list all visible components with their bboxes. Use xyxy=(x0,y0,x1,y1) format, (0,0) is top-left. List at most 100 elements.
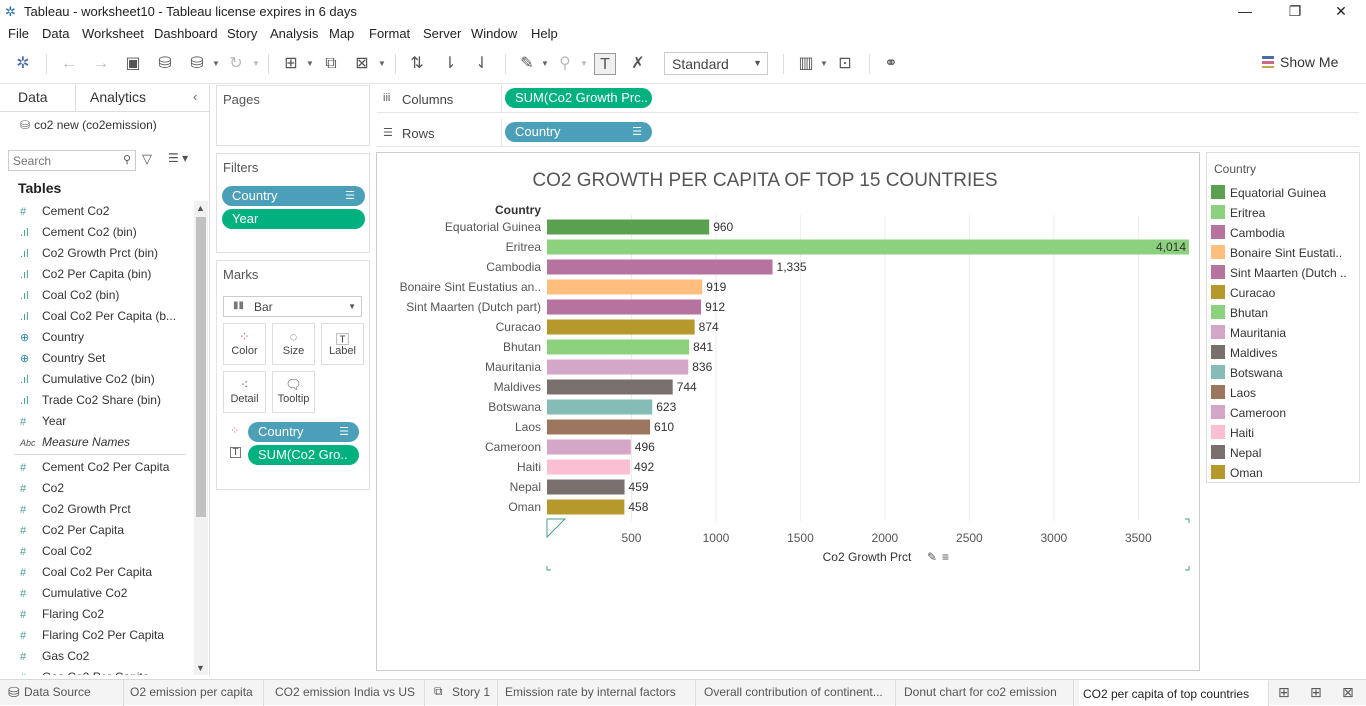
clear-sheet-icon[interactable]: ⊠ xyxy=(355,55,369,72)
legend-item[interactable]: Oman xyxy=(1211,465,1359,485)
marks-size-button[interactable]: ◌ Size xyxy=(272,323,315,365)
tab-sheet[interactable]: O2 emission per capita xyxy=(126,680,264,706)
marks-pill-sum-co2[interactable]: SUM(Co2 Gro.. xyxy=(248,445,359,465)
restore-icon[interactable]: ❐ xyxy=(1288,3,1302,19)
field-item[interactable]: # Co2 Growth Prct xyxy=(0,499,194,520)
bar[interactable] xyxy=(547,319,695,335)
field-item[interactable]: Abc Measure Names xyxy=(0,432,194,453)
collapse-pane-icon[interactable]: ‹ xyxy=(193,89,198,104)
menu-map[interactable]: Map xyxy=(329,26,355,41)
bar[interactable] xyxy=(547,459,631,475)
field-item[interactable]: .ıl Coal Co2 (bin) xyxy=(0,285,194,306)
field-item[interactable]: .ıl Cement Co2 (bin) xyxy=(0,222,194,243)
bar[interactable] xyxy=(547,219,710,235)
field-item[interactable]: .ıl Coal Co2 Per Capita (b... xyxy=(0,306,194,327)
tab-data-source[interactable]: Data Source xyxy=(20,680,124,706)
field-item[interactable]: # Flaring Co2 xyxy=(0,604,194,625)
x-axis-title[interactable]: Co2 Growth Prct xyxy=(823,550,912,564)
legend-item[interactable]: Nepal xyxy=(1211,445,1359,465)
field-item[interactable]: # Cumulative Co2 xyxy=(0,583,194,604)
tab-data[interactable]: Data xyxy=(18,89,48,105)
filter-pill-country[interactable]: Country ☰ xyxy=(222,186,365,206)
bar[interactable] xyxy=(547,479,625,495)
bar[interactable] xyxy=(547,299,702,315)
menu-worksheet[interactable]: Worksheet xyxy=(82,26,144,41)
bar[interactable] xyxy=(547,399,653,415)
menu-analysis[interactable]: Analysis xyxy=(270,26,319,41)
columns-shelf[interactable]: iii Columns SUM(Co2 Growth Prc.. xyxy=(377,85,1359,113)
tab-sheet[interactable]: Emission rate by internal factors xyxy=(501,680,696,706)
tableau-home-icon[interactable]: ✲ xyxy=(16,55,30,72)
menu-data[interactable]: Data xyxy=(42,26,70,41)
marks-color-button[interactable]: ⁘ Color xyxy=(223,323,266,365)
group-members-icon[interactable]: ⚲ xyxy=(559,55,571,72)
mark-type-dropdown[interactable]: ▮▮ Bar ▼ xyxy=(223,296,362,317)
chevron-down-icon[interactable]: ▼ xyxy=(541,59,549,68)
menu-format[interactable]: Format xyxy=(369,26,411,41)
new-dashboard-icon[interactable]: ⊞ xyxy=(1310,684,1322,700)
redo-icon[interactable]: → xyxy=(93,55,109,72)
menu-window[interactable]: Window xyxy=(471,26,518,41)
legend-item[interactable]: Curacao xyxy=(1211,285,1359,305)
filter-pill-year[interactable]: Year xyxy=(222,209,365,229)
rows-pill[interactable]: Country ☰ xyxy=(505,122,652,142)
legend-item[interactable]: Cambodia xyxy=(1211,225,1359,245)
legend-item[interactable]: Bhutan xyxy=(1211,305,1359,325)
field-item[interactable]: # Co2 xyxy=(0,478,194,499)
legend-item[interactable]: Botswana xyxy=(1211,365,1359,385)
marks-tooltip-button[interactable]: 🗨 Tooltip xyxy=(272,371,315,413)
new-story-icon[interactable]: ⊠ xyxy=(1342,684,1354,700)
menu-help[interactable]: Help xyxy=(531,26,558,41)
chevron-down-icon[interactable]: ▼ xyxy=(306,59,314,68)
field-item[interactable]: # Co2 Per Capita xyxy=(0,520,194,541)
chevron-down-icon[interactable]: ▼ xyxy=(580,59,588,68)
legend-item[interactable]: Laos xyxy=(1211,385,1359,405)
search-input[interactable] xyxy=(13,151,113,170)
new-worksheet-icon[interactable]: ⊞ xyxy=(1278,684,1290,700)
legend-item[interactable]: Cameroon xyxy=(1211,405,1359,425)
field-item[interactable]: # Gas Co2 xyxy=(0,646,194,667)
tab-sheet[interactable]: Donut chart for co2 emission xyxy=(900,680,1074,706)
bar[interactable] xyxy=(547,499,625,515)
bar[interactable] xyxy=(547,359,689,375)
scrollbar-thumb[interactable] xyxy=(196,217,206,517)
field-item[interactable]: ⊕ Country xyxy=(0,327,194,348)
duplicate-sheet-icon[interactable]: ⧉ xyxy=(325,55,337,72)
save-icon[interactable]: ▣ xyxy=(125,55,141,72)
pages-card[interactable]: Pages xyxy=(216,85,370,146)
minimize-icon[interactable]: — xyxy=(1238,3,1252,19)
field-item[interactable]: # Year xyxy=(0,411,194,432)
menu-server[interactable]: Server xyxy=(423,26,462,41)
legend-item[interactable]: Haiti xyxy=(1211,425,1359,445)
field-item[interactable]: .ıl Co2 Growth Prct (bin) xyxy=(0,243,194,264)
view-options-icon[interactable]: ☰ ▾ xyxy=(168,151,189,165)
field-item[interactable]: ⊕ Country Set xyxy=(0,348,194,369)
tab-analytics[interactable]: Analytics xyxy=(90,89,147,105)
viz-canvas[interactable]: CO2 GROWTH PER CAPITA OF TOP 15 COUNTRIE… xyxy=(376,152,1200,671)
menu-story[interactable]: Story xyxy=(227,26,258,41)
sort-axis-icon[interactable]: ≡ xyxy=(942,550,949,564)
field-item[interactable]: #Gas Co2 Per Capita xyxy=(0,667,194,675)
bar-chart[interactable]: CO2 GROWTH PER CAPITA OF TOP 15 COUNTRIE… xyxy=(377,153,1199,670)
swap-rows-columns-icon[interactable]: ⇅ xyxy=(410,55,424,72)
marks-label-button[interactable]: 🅃 Label xyxy=(321,323,364,365)
rows-shelf[interactable]: ☰ Rows Country ☰ xyxy=(377,119,1359,147)
marks-pill-country[interactable]: Country ☰ xyxy=(248,422,359,442)
bar[interactable] xyxy=(547,279,703,295)
legend-item[interactable]: Bonaire Sint Eustati.. xyxy=(1211,245,1359,265)
menu-file[interactable]: File xyxy=(8,26,29,41)
bar[interactable] xyxy=(547,419,651,435)
field-item[interactable]: # Coal Co2 Per Capita xyxy=(0,562,194,583)
legend-item[interactable]: Mauritania xyxy=(1211,325,1359,345)
sort-descending-icon[interactable]: ⇃ xyxy=(475,55,489,72)
tab-sheet[interactable]: Overall contribution of continent... xyxy=(700,680,896,706)
datasource-item[interactable]: ⛁ co2 new (co2emission) xyxy=(20,118,157,132)
scroll-up-icon[interactable]: ▲ xyxy=(196,203,205,213)
marks-detail-button[interactable]: ⁖ Detail xyxy=(223,371,266,413)
pause-updates-icon[interactable]: ⛁ xyxy=(190,55,204,72)
bar[interactable] xyxy=(547,439,631,455)
share-icon[interactable]: ⚭ xyxy=(884,55,898,72)
chevron-down-icon[interactable]: ▼ xyxy=(212,59,220,68)
new-data-source-icon[interactable]: ⛁ xyxy=(158,55,172,72)
legend-item[interactable]: Eritrea xyxy=(1211,205,1359,225)
